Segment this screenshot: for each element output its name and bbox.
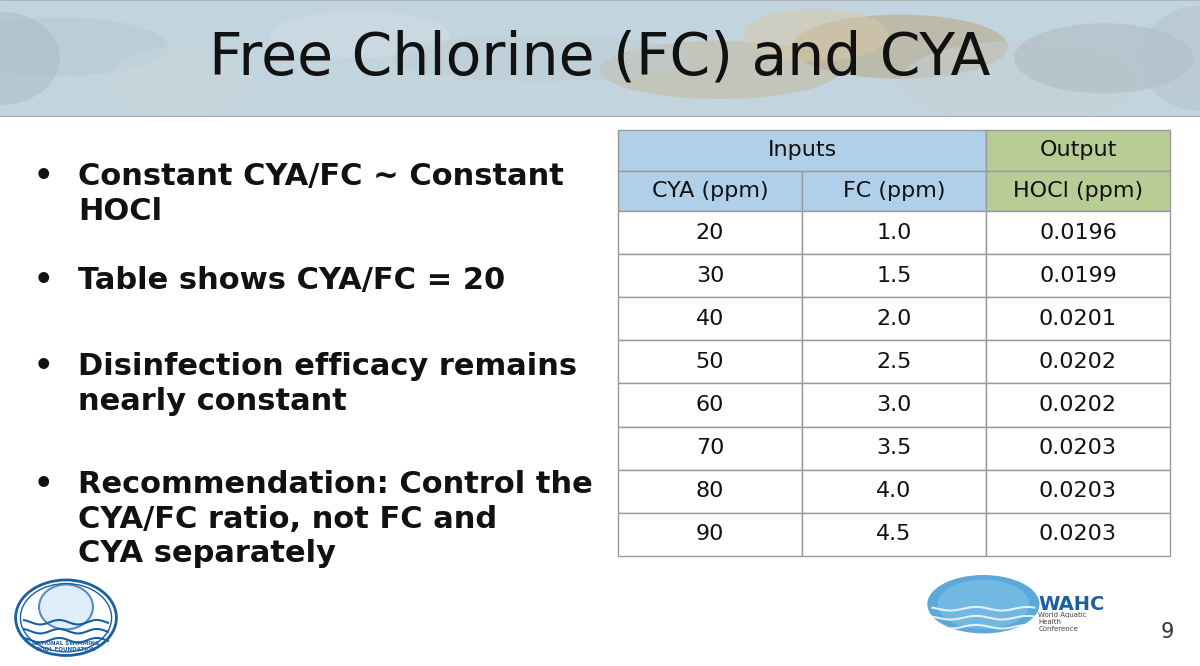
Bar	[986, 470, 1170, 513]
Ellipse shape	[600, 41, 840, 99]
Text: NATIONAL SWIMMING
POOL FOUNDATION: NATIONAL SWIMMING POOL FOUNDATION	[32, 641, 100, 652]
Text: 1.5: 1.5	[876, 266, 912, 286]
Ellipse shape	[792, 15, 1008, 79]
Bar	[802, 426, 986, 470]
Text: 60: 60	[696, 395, 724, 415]
Bar	[802, 170, 986, 211]
Ellipse shape	[937, 579, 1030, 629]
Bar	[618, 170, 802, 211]
Ellipse shape	[744, 9, 888, 61]
Text: 0.0203: 0.0203	[1039, 482, 1117, 501]
Text: 0.0201: 0.0201	[1039, 309, 1117, 329]
Text: •: •	[34, 352, 53, 381]
Circle shape	[16, 580, 116, 655]
Text: 0.0203: 0.0203	[1039, 524, 1117, 544]
Ellipse shape	[1014, 23, 1194, 93]
Text: 0.0202: 0.0202	[1039, 395, 1117, 415]
Text: 4.5: 4.5	[876, 524, 912, 544]
Text: 9: 9	[1160, 622, 1174, 642]
Text: CYA (ppm): CYA (ppm)	[652, 180, 768, 201]
Text: 20: 20	[696, 222, 724, 242]
Text: 3.5: 3.5	[876, 438, 912, 458]
Bar	[986, 340, 1170, 384]
Bar	[986, 130, 1170, 170]
Text: Recommendation: Control the
CYA/FC ratio, not FC and
CYA separately: Recommendation: Control the CYA/FC ratio…	[78, 470, 593, 568]
Text: Free Chlorine (FC) and CYA: Free Chlorine (FC) and CYA	[209, 30, 991, 87]
Ellipse shape	[270, 11, 450, 59]
Text: Output: Output	[1039, 141, 1117, 161]
Text: 1.0: 1.0	[876, 222, 912, 242]
Text: 2.0: 2.0	[876, 309, 912, 329]
Text: Constant CYA/FC ~ Constant
HOCl: Constant CYA/FC ~ Constant HOCl	[78, 162, 564, 226]
Text: 80: 80	[696, 482, 724, 501]
Bar	[986, 513, 1170, 556]
Text: Inputs: Inputs	[767, 141, 836, 161]
Bar	[618, 130, 986, 170]
Bar	[802, 340, 986, 384]
Bar	[618, 470, 802, 513]
Text: 0.0203: 0.0203	[1039, 438, 1117, 458]
Text: Disinfection efficacy remains
nearly constant: Disinfection efficacy remains nearly con…	[78, 352, 577, 416]
Text: 3.0: 3.0	[876, 395, 912, 415]
Bar	[802, 254, 986, 297]
Ellipse shape	[108, 47, 252, 117]
Bar	[618, 297, 802, 340]
Text: 0.0199: 0.0199	[1039, 266, 1117, 286]
Bar	[802, 297, 986, 340]
Ellipse shape	[0, 17, 168, 76]
Bar	[802, 384, 986, 426]
Bar	[986, 211, 1170, 254]
Text: 70: 70	[696, 438, 724, 458]
Text: 30: 30	[696, 266, 724, 286]
Ellipse shape	[1140, 6, 1200, 111]
Ellipse shape	[38, 585, 94, 629]
Text: 90: 90	[696, 524, 724, 544]
Bar	[618, 384, 802, 426]
Ellipse shape	[390, 35, 690, 82]
Text: World Aquatic
Health
Conference: World Aquatic Health Conference	[1038, 612, 1087, 632]
Bar	[618, 513, 802, 556]
Text: 0.0202: 0.0202	[1039, 352, 1117, 372]
Text: FC (ppm): FC (ppm)	[842, 180, 946, 201]
Text: •: •	[34, 162, 53, 191]
Text: 50: 50	[696, 352, 725, 372]
Ellipse shape	[900, 41, 1140, 123]
Text: 2.5: 2.5	[876, 352, 912, 372]
Text: 40: 40	[696, 309, 724, 329]
Bar	[802, 211, 986, 254]
Bar	[986, 254, 1170, 297]
Text: 4.0: 4.0	[876, 482, 912, 501]
Bar	[802, 470, 986, 513]
Ellipse shape	[928, 575, 1039, 633]
Bar	[618, 211, 802, 254]
Bar	[802, 513, 986, 556]
Text: •: •	[34, 470, 53, 499]
Text: HOCl (ppm): HOCl (ppm)	[1013, 180, 1144, 201]
Bar	[986, 426, 1170, 470]
Ellipse shape	[0, 12, 60, 105]
Bar	[618, 340, 802, 384]
Text: Table shows CYA/FC = 20: Table shows CYA/FC = 20	[78, 266, 505, 295]
Text: 0.0196: 0.0196	[1039, 222, 1117, 242]
Bar	[618, 426, 802, 470]
Bar	[986, 384, 1170, 426]
Bar	[618, 254, 802, 297]
Bar	[986, 170, 1170, 211]
Text: •: •	[34, 266, 53, 295]
Text: WAHC: WAHC	[1038, 595, 1105, 614]
Bar	[986, 297, 1170, 340]
